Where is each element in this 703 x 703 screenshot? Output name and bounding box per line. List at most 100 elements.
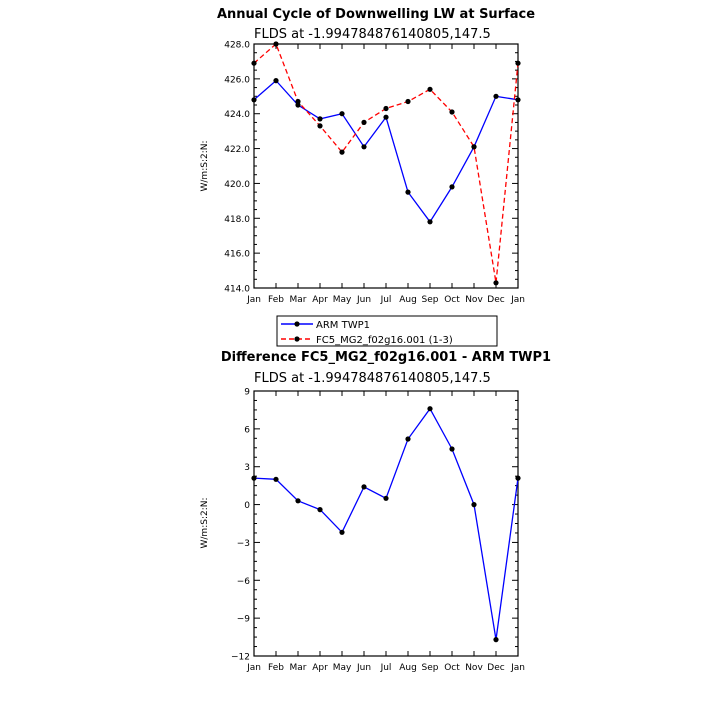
data-point [251,60,257,66]
data-point [449,446,455,452]
data-point [405,98,411,105]
data-point [471,144,477,150]
series-line-1 [253,79,519,223]
data-point [471,502,477,508]
y-tick-label: −12 [231,653,250,663]
data-point [361,144,367,150]
legend-marker-arm [294,321,300,327]
y-tick-label: 6 [244,425,250,435]
x-tick-label: Jul [380,663,392,673]
x-tick-label: May [333,663,352,673]
chart-title: Difference FC5_MG2_f02g16.001 - ARM TWP1 [221,350,551,365]
data-point [295,498,301,504]
difference-chart: Difference FC5_MG2_f02g16.001 - ARM TWP1… [200,350,551,673]
data-point [493,93,499,99]
axis-ticks [253,43,519,289]
y-tick-label: 416.0 [224,250,250,260]
y-tick-label: 420.0 [224,180,250,190]
x-tick-label: Feb [268,295,284,305]
y-tick-labels: 414.0 416.0 418.0 420.0 422.0 424.0 426.0 428.0 [224,41,250,295]
data-point [361,119,367,125]
x-tick-labels: Jan Feb Mar Apr May Jun Jul Aug Sep Oct Nov Dec Jan [246,295,525,305]
annual-cycle-chart: Annual Cycle of Downwelling LW at Surfac… [200,7,535,305]
y-tick-label: 428.0 [224,41,250,51]
x-tick-label: Jun [356,663,371,673]
data-point [339,111,345,117]
legend-label-model: FC5_MG2_f02g16.001 (1-3) [316,335,453,346]
x-tick-label: Aug [399,663,417,673]
y-tick-label: −3 [237,539,250,549]
y-tick-label: −9 [237,615,251,625]
y-tick-label: 3 [244,463,250,473]
y-axis-label: W/m:S:2:N: [200,498,210,549]
chart-subtitle: FLDS at -1.994784876140805,147.5 [254,371,491,386]
x-tick-label: Dec [487,663,504,673]
x-tick-label: Apr [312,663,328,673]
y-tick-label: 424.0 [224,110,250,120]
data-point [251,97,257,103]
plot-frame [253,43,519,289]
x-tick-label: Jul [380,295,392,305]
x-tick-label: Mar [290,295,307,305]
data-point [361,484,367,490]
legend: ARM TWP1 FC5_MG2_f02g16.001 (1-3) [276,315,498,347]
x-tick-label: Sep [422,663,439,673]
data-point [317,116,323,122]
data-point [273,41,279,47]
x-tick-label: Oct [444,295,460,305]
data-point [405,189,411,195]
x-tick-label: Jan [246,295,261,305]
series-line-1 [253,407,519,640]
y-axis-label: W/m:S:2:N: [200,141,210,192]
data-point [449,184,455,190]
data-point [383,495,389,501]
data-point [493,280,499,286]
x-tick-label: Sep [422,295,439,305]
data-point [383,114,389,120]
x-tick-label: Mar [290,663,307,673]
chart-title: Annual Cycle of Downwelling LW at Surfac… [217,7,535,22]
x-tick-label: Jan [510,663,525,673]
x-tick-label: Aug [399,295,417,305]
data-point [493,637,499,643]
series-line-2 [253,42,519,283]
x-tick-label: Feb [268,663,284,673]
data-point [317,507,323,513]
data-point [515,97,521,103]
x-tick-label: May [333,295,352,305]
x-tick-label: Oct [444,663,460,673]
y-tick-label: 9 [244,388,250,398]
data-point [317,123,323,129]
legend-box [276,315,498,347]
y-tick-label: 426.0 [224,75,250,85]
x-tick-label: Nov [465,295,483,305]
x-tick-label: Jan [510,295,525,305]
data-point [273,476,279,482]
data-point [383,105,389,112]
data-point [449,109,455,115]
x-tick-label: Apr [312,295,328,305]
legend-label-arm: ARM TWP1 [316,320,370,331]
y-tick-label: 0 [244,501,250,511]
x-tick-label: Jun [356,295,371,305]
data-point [427,406,433,412]
data-point [273,78,279,84]
data-point [339,529,345,535]
y-tick-label: 422.0 [224,145,250,155]
data-point [427,219,433,225]
y-tick-label: −6 [237,577,251,587]
data-point [339,149,345,155]
y-tick-labels: −12 −9 −6 −3 0 3 6 9 [231,388,250,663]
series-group [251,41,521,286]
legend-marker-model [294,336,300,342]
axis-ticks [253,390,519,657]
data-point [427,86,433,92]
data-point [251,475,257,481]
x-tick-label: Nov [465,663,483,673]
chart-subtitle: FLDS at -1.994784876140805,147.5 [254,27,491,42]
data-point [295,98,301,105]
y-tick-label: 418.0 [224,215,250,225]
y-tick-label: 414.0 [224,285,250,295]
x-tick-label: Dec [487,295,504,305]
